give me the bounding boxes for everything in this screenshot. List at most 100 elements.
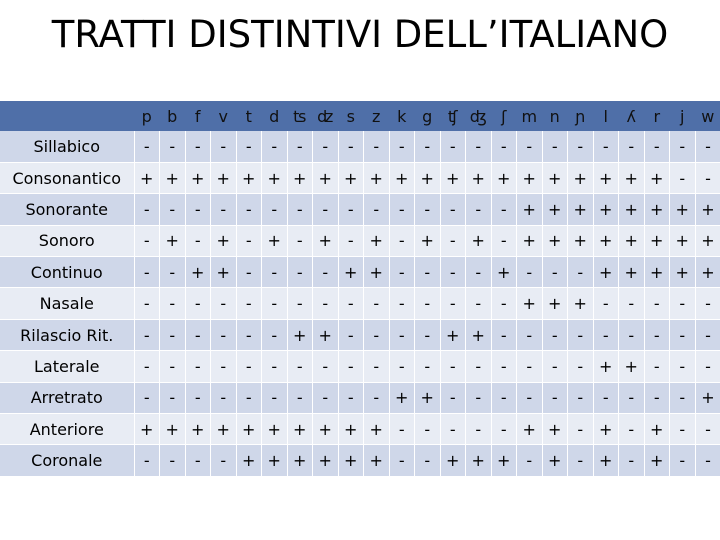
feature-value-cell: - (490, 224, 517, 257)
feature-value-cell: - (465, 131, 491, 163)
feature-value-cell: - (286, 287, 313, 320)
feature-value-cell: + (363, 413, 389, 445)
feature-value-cell: + (643, 161, 670, 194)
feature-value-cell: + (592, 224, 619, 257)
feature-value-cell: - (235, 224, 262, 257)
feature-value-cell: - (286, 381, 313, 414)
feature-value-cell: + (312, 413, 338, 445)
feature-value-cell: + (286, 318, 313, 351)
feature-value-cell: - (439, 224, 466, 257)
feature-value-cell: - (388, 131, 415, 163)
feature-value-cell: - (261, 131, 287, 163)
table-row: Arretrato - - - - - - - - - - + + - - - - - - - - - - + (0, 381, 720, 414)
feature-value-cell: + (337, 256, 364, 288)
feature-value-cell: + (465, 318, 491, 351)
table-row: Nasale - - - - - - - - - - - - - - - + + + - - - - - (0, 287, 720, 320)
feature-value-cell: + (261, 444, 287, 477)
feature-value-cell: - (643, 287, 670, 320)
feature-value-cell: - (388, 413, 415, 445)
column-header: b (159, 101, 185, 131)
feature-value-cell: - (465, 381, 491, 414)
feature-value-cell: - (337, 224, 364, 257)
feature-value-cell: - (669, 413, 695, 445)
column-header: g (414, 101, 440, 131)
feature-value-cell: - (414, 256, 440, 288)
feature-value-cell: - (567, 350, 593, 383)
feature-value-cell: - (516, 318, 542, 351)
feature-value-cell: - (618, 318, 644, 351)
feature-value-cell: - (210, 350, 236, 383)
feature-value-cell: - (159, 131, 185, 163)
feature-value-cell: + (312, 161, 338, 194)
feature-value-cell: + (694, 381, 720, 414)
feature-value-cell: - (363, 381, 389, 414)
feature-value-cell: - (490, 350, 517, 383)
feature-value-cell: - (567, 444, 593, 477)
feature-value-cell: - (541, 381, 568, 414)
feature-value-cell: - (643, 318, 670, 351)
feature-value-cell: + (439, 444, 466, 477)
feature-value-cell: - (414, 444, 440, 477)
feature-value-cell: + (235, 444, 262, 477)
feature-value-cell: - (210, 193, 236, 226)
feature-value-cell: - (618, 287, 644, 320)
feature-value-cell: - (618, 444, 644, 477)
feature-value-cell: + (592, 444, 619, 477)
feature-value-cell: - (184, 318, 211, 351)
table-row: Sonorante - - - - - - - - - - - - - - - + + + + + + + + (0, 193, 720, 226)
feature-value-cell: - (286, 350, 313, 383)
feature-value-cell: - (312, 256, 338, 288)
feature-value-cell: - (516, 350, 542, 383)
feature-value-cell: - (694, 413, 720, 445)
feature-value-cell: - (159, 350, 185, 383)
feature-value-cell: - (235, 318, 262, 351)
row-label: Anteriore (0, 413, 134, 445)
row-label: Sonoro (0, 224, 134, 257)
column-header: ʎ (618, 101, 644, 131)
table-row: Coronale - - - - + + + + + + - - + + + - + - + - + - - (0, 444, 720, 477)
feature-value-cell: + (210, 256, 236, 288)
slide-title: TRATTI DISTINTIVI DELL’ITALIANO (51, 13, 669, 56)
feature-value-cell: - (133, 381, 160, 414)
feature-value-cell: + (184, 161, 211, 194)
feature-value-cell: + (312, 224, 338, 257)
feature-value-cell: + (261, 413, 287, 445)
feature-value-cell: - (159, 381, 185, 414)
feature-value-cell: + (363, 444, 389, 477)
table-row: Laterale - - - - - - - - - - - - - - - - - - + + - - - (0, 350, 720, 383)
feature-value-cell: - (643, 131, 670, 163)
feature-value-cell: - (516, 444, 542, 477)
column-header: r (644, 101, 670, 131)
feature-value-cell: - (133, 287, 160, 320)
feature-value-cell: + (337, 161, 364, 194)
table-row: Rilascio Rit. - - - - - - + + - - - - + + - - - - - - - - - (0, 318, 720, 351)
feature-value-cell: - (133, 193, 160, 226)
feature-value-cell: + (618, 350, 644, 383)
feature-value-cell: - (465, 193, 491, 226)
column-header: ʧ (440, 101, 466, 131)
feature-value-cell: - (261, 287, 287, 320)
feature-value-cell: - (465, 350, 491, 383)
feature-value-cell: + (669, 224, 695, 257)
feature-value-cell: + (643, 193, 670, 226)
feature-value-cell: + (516, 287, 542, 320)
feature-value-cell: - (133, 350, 160, 383)
feature-value-cell: - (439, 413, 466, 445)
feature-value-cell: + (643, 444, 670, 477)
row-label: Continuo (0, 256, 134, 288)
table-row: Continuo - - + + - - - - + + - - - - + - - - + + + + + (0, 256, 720, 288)
feature-value-cell: - (618, 381, 644, 414)
feature-value-cell: + (414, 381, 440, 414)
feature-value-cell: + (210, 161, 236, 194)
feature-value-cell: + (286, 161, 313, 194)
column-header: ʤ (465, 101, 491, 131)
feature-value-cell: + (286, 413, 313, 445)
feature-value-cell: - (541, 318, 568, 351)
feature-value-cell: - (414, 413, 440, 445)
feature-value-cell: - (159, 318, 185, 351)
feature-value-cell: + (643, 224, 670, 257)
feature-value-cell: - (694, 444, 720, 477)
feature-value-cell: + (618, 161, 644, 194)
feature-value-cell: + (312, 318, 338, 351)
column-header: k (389, 101, 415, 131)
